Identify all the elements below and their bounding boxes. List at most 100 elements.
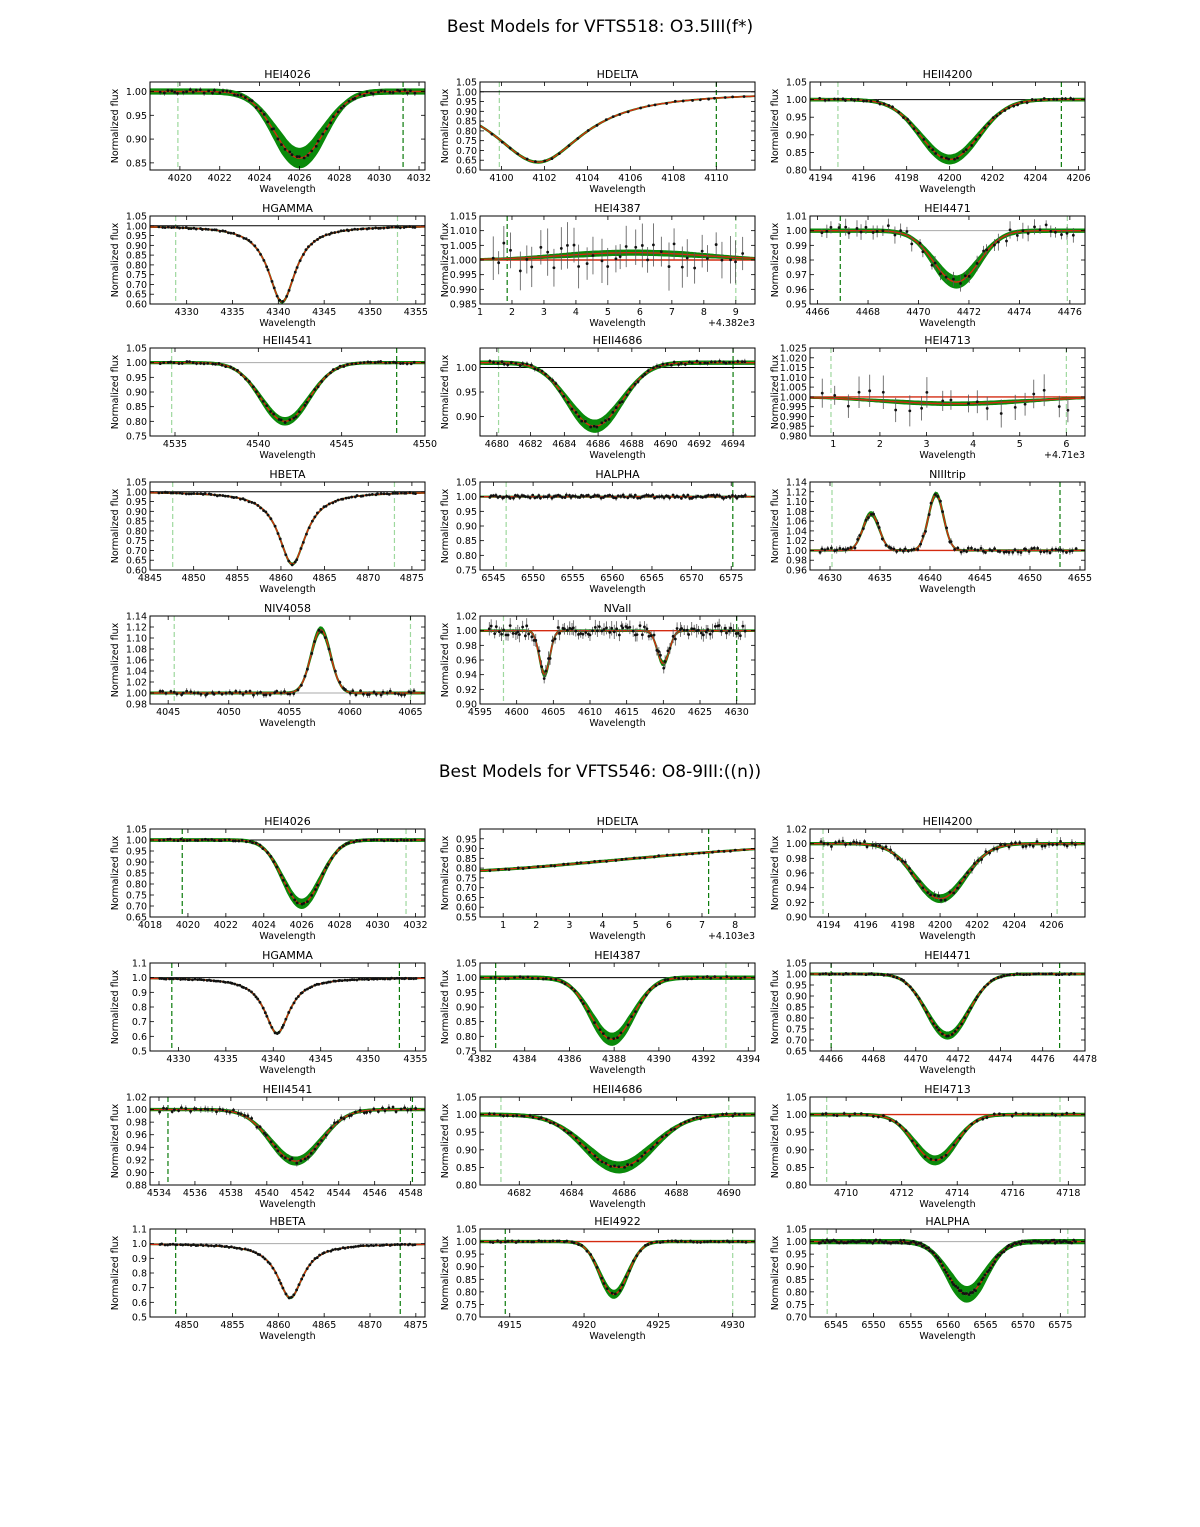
data-point [409,838,413,842]
data-point [405,838,409,842]
data-point [963,274,967,278]
data-point [218,493,222,497]
data-point [591,629,594,633]
data-point [160,1242,164,1246]
panel-title: HBETA [269,468,306,481]
x-tick-label: 8 [732,920,738,931]
y-tick-label: 1.00 [126,487,147,498]
y-axis-label: Normalized flux [110,622,121,697]
data-point [646,1243,650,1246]
y-tick-label: 0.985 [780,422,807,433]
panel-title: HEI4387 [594,949,640,962]
x-tick-label: 9 [733,307,739,318]
data-point [388,361,392,365]
data-point [610,626,614,630]
y-tick-label: 0.80 [126,526,147,537]
data-point [855,227,859,230]
data-point [364,838,368,842]
data-point [841,973,845,976]
data-point [244,840,248,844]
data-point [846,547,850,550]
x-axis-label: Wavelength [589,450,645,461]
data-point [729,258,732,262]
data-point [580,419,584,423]
x-axis-label: Wavelength [259,1199,315,1210]
data-point [184,492,188,496]
x-tick-label: 4206 [1039,920,1063,931]
data-point [309,395,312,398]
data-point [180,362,184,365]
data-point [277,1278,281,1282]
y-tick-label: 0.70 [126,546,147,557]
data-point [569,1131,573,1135]
x-tick-label: 6 [637,307,643,318]
x-offset-label: +4.103e3 [708,931,755,942]
data-point [1010,842,1013,845]
x-axis-label: Wavelength [259,931,315,942]
panel-title: HEI4387 [594,202,640,215]
data-point [372,1244,375,1248]
data-point [365,90,369,94]
data-point [310,985,314,989]
data-point [316,238,319,241]
data-point [595,425,599,429]
data-point [196,691,200,695]
data-point [254,841,258,845]
data-point [214,1244,218,1247]
data-point [837,840,841,843]
x-tick-label: 4196 [852,173,876,184]
model-band [810,491,1085,552]
y-tick-label: 0.55 [456,913,477,924]
y-tick-label: 1.00 [456,1237,477,1248]
data-point [589,495,593,499]
data-point [670,1239,674,1243]
data-point [247,238,251,242]
data-point [306,900,309,904]
data-point [1012,973,1016,977]
data-point [1008,973,1011,977]
y-tick-label: 0.97 [786,270,807,281]
x-tick-label: 4468 [861,1054,885,1065]
data-point [612,1037,616,1041]
data-point [643,856,647,860]
data-point [661,362,665,366]
y-tick-label: 1.04 [126,667,147,678]
data-point [226,494,230,498]
x-tick-label: 2 [877,439,883,450]
data-point [387,1106,391,1110]
data-point [741,624,745,628]
data-point [725,631,728,635]
data-point [725,1239,729,1243]
data-point [917,997,921,1000]
best-fit-line [150,362,425,422]
data-point [924,529,927,533]
data-point [832,1113,836,1117]
data-point [261,399,265,403]
data-point [630,1015,633,1019]
data-point [862,99,865,103]
data-point [263,1257,267,1261]
data-point [539,245,543,249]
data-point [372,690,376,694]
data-point [687,1119,691,1123]
data-point [841,97,845,101]
data-point [315,1256,319,1260]
data-point [608,630,612,634]
data-point [199,1108,203,1112]
data-point [587,1010,590,1013]
data-point [567,144,571,148]
data-point [990,549,994,553]
y-tick-label: 0.96 [456,656,477,667]
data-point [573,494,577,498]
y-tick-label: 0.92 [456,685,477,696]
y-tick-label: 0.80 [786,1014,807,1025]
data-point [1021,845,1025,849]
data-point [533,496,537,500]
data-point [696,494,700,498]
data-point [310,652,314,655]
data-point [731,1240,735,1244]
data-point [655,1240,659,1244]
data-point [734,976,737,980]
data-point [526,975,530,979]
data-point [722,496,725,500]
